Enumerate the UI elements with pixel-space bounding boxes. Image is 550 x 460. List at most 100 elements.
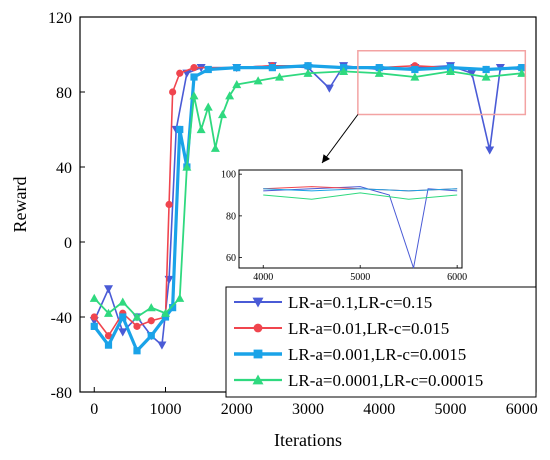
data-point: [118, 297, 128, 306]
data-point: [118, 328, 128, 337]
data-point: [268, 64, 276, 72]
legend-marker: [253, 323, 263, 333]
inset-y-tick-label: 60: [226, 253, 236, 264]
data-point: [517, 68, 527, 77]
data-point: [146, 303, 156, 312]
inset-series-3: [263, 188, 458, 192]
inset-series-1: [263, 186, 458, 269]
data-point: [157, 341, 167, 350]
y-tick-label: -80: [51, 385, 72, 402]
legend-item: LR-a=0.0001,LR-c=0.00015: [234, 371, 483, 390]
legend-marker: [252, 374, 264, 385]
data-point: [104, 308, 113, 317]
data-point: [225, 91, 235, 100]
y-tick-label: -40: [51, 310, 72, 327]
x-tick-label: 6000: [506, 401, 538, 418]
data-point: [203, 102, 213, 111]
data-point: [485, 146, 495, 155]
x-axis-title: Iterations: [274, 430, 342, 450]
data-point: [518, 64, 526, 72]
data-point: [104, 332, 113, 340]
data-point: [132, 312, 142, 321]
legend-label: LR-a=0.1,LR-c=0.15: [288, 293, 432, 312]
main-plot: 0 1000 2000 3000 4000 5000 6000 -80 -40 0 40 80 120: [48, 10, 538, 418]
inset-series-4: [263, 192, 458, 200]
data-point: [467, 69, 477, 78]
zoom-arrowhead: [322, 154, 330, 163]
inset-zoom-plot: 4000 5000 6000 60 80 100: [221, 169, 467, 283]
inset-y-tick-label: 100: [221, 170, 236, 181]
data-point: [133, 347, 141, 355]
x-tick-label: 0: [90, 401, 98, 418]
data-point: [89, 293, 99, 302]
data-point: [175, 293, 185, 302]
data-point: [169, 304, 177, 312]
series-4: [89, 66, 527, 321]
legend-label: LR-a=0.01,LR-c=0.015: [288, 319, 449, 338]
legend-marker: [253, 349, 263, 359]
data-point: [339, 66, 349, 75]
y-tick-label: 80: [56, 85, 72, 102]
data-point: [133, 322, 141, 330]
data-point: [147, 317, 155, 325]
data-point: [119, 313, 127, 321]
x-tick-label: 5000: [435, 401, 467, 418]
data-point: [190, 73, 198, 81]
data-point: [324, 84, 334, 93]
data-point: [374, 68, 384, 77]
data-point: [176, 125, 184, 134]
legend-item: LR-a=0.01,LR-c=0.015: [234, 319, 449, 338]
data-point: [189, 91, 199, 100]
legend-box: [225, 286, 537, 398]
data-point: [411, 65, 419, 74]
zoom-annotation: [321, 50, 527, 164]
y-tick-label: 120: [48, 10, 72, 27]
data-point: [482, 65, 490, 74]
data-point: [169, 88, 177, 96]
x-tick-label: 3000: [292, 401, 324, 418]
legend-item: LR-a=0.1,LR-c=0.15: [234, 293, 432, 312]
data-point: [410, 72, 420, 81]
data-point: [232, 80, 242, 89]
data-point: [161, 313, 170, 321]
series-3: [90, 62, 526, 355]
data-point: [304, 62, 312, 70]
inset-y-tick-label: 80: [226, 211, 236, 222]
legend-item: LR-a=0.001,LR-c=0.0015: [234, 345, 466, 364]
data-point: [90, 322, 98, 330]
data-point: [253, 76, 263, 85]
zoom-arrow: [321, 114, 359, 164]
legend-label: LR-a=0.001,LR-c=0.0015: [288, 345, 466, 364]
data-point: [90, 313, 98, 321]
inset-x-tick-label: 5000: [350, 272, 370, 283]
data-point: [147, 332, 155, 340]
data-point: [446, 66, 455, 75]
zoom-highlight-box: [357, 50, 527, 116]
inset-frame: [238, 169, 463, 269]
data-point: [375, 64, 383, 72]
y-tick-label: 40: [56, 160, 72, 177]
data-point: [204, 65, 212, 74]
inset-x-tick-label: 4000: [253, 272, 273, 283]
x-tick-label: 1000: [150, 401, 182, 418]
x-tick-label: 2000: [221, 401, 253, 418]
data-point: [104, 341, 113, 349]
data-point: [176, 69, 184, 77]
legend-label: LR-a=0.0001,LR-c=0.00015: [288, 371, 483, 390]
data-point: [190, 64, 198, 72]
data-point: [210, 143, 220, 152]
legend-marker: [252, 297, 264, 308]
inset-x-tick-label: 6000: [447, 272, 467, 283]
data-point: [182, 162, 192, 171]
legend: LR-a=0.1,LR-c=0.15 LR-a=0.01,LR-c=0.015 LR…: [225, 286, 537, 398]
data-point: [303, 68, 313, 77]
data-point: [481, 72, 491, 81]
y-tick-label: 0: [64, 235, 72, 252]
data-point: [218, 110, 227, 119]
y-axis-title: Reward: [10, 177, 30, 233]
data-point: [161, 308, 170, 317]
data-point: [275, 72, 284, 81]
x-tick-label: 4000: [363, 401, 395, 418]
data-point: [104, 285, 113, 294]
